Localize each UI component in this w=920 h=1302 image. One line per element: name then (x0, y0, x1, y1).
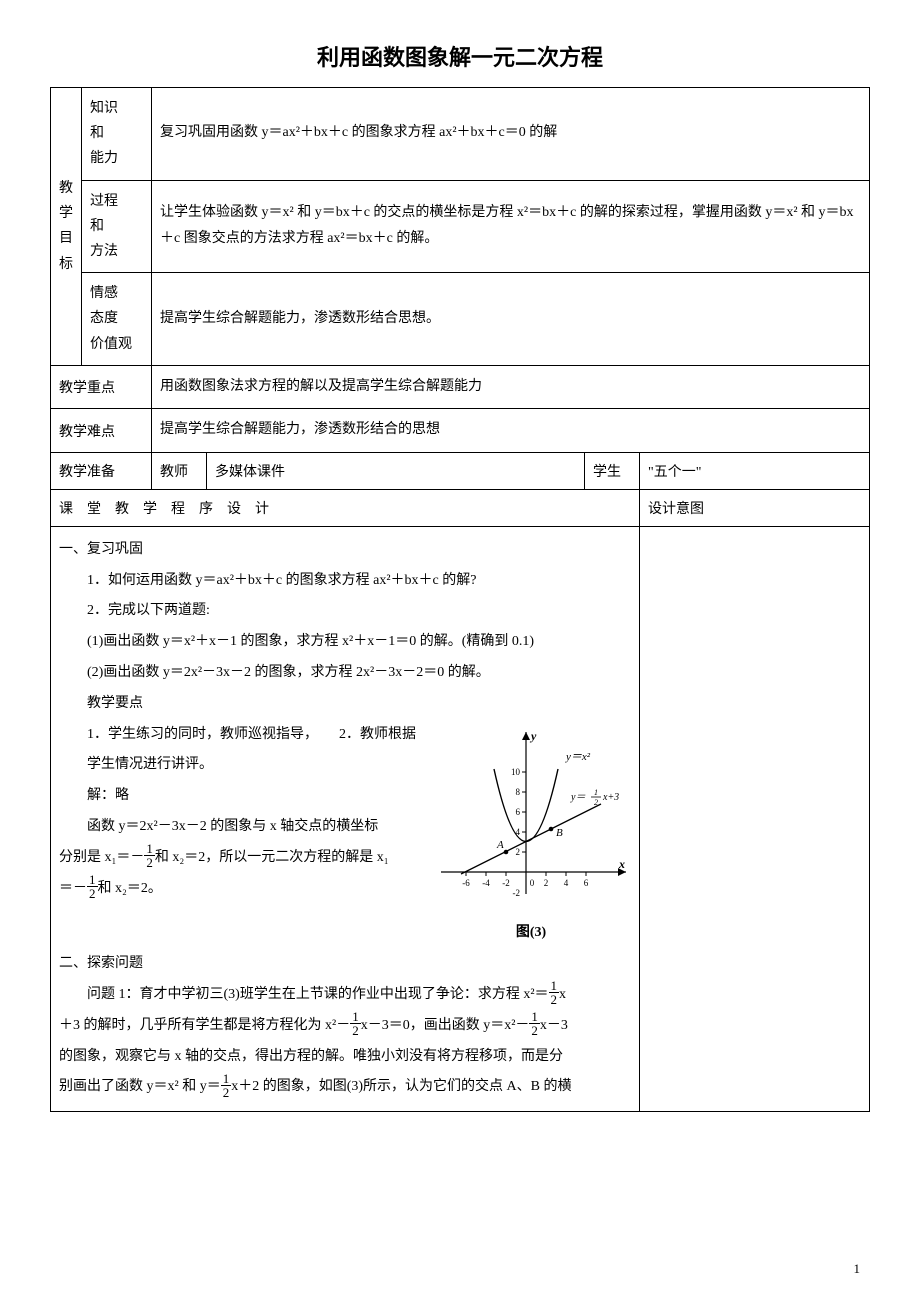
svg-text:-2: -2 (513, 888, 521, 898)
s1-q1: 1．如何运用函数 y＝ax²＋bx＋c 的图象求方程 ax²＋bx＋c 的解? (59, 566, 631, 597)
page-number: 1 (854, 1261, 861, 1277)
goals-process-text: 让学生体验函数 y＝x² 和 y＝bx＋c 的交点的横坐标是方程 x²＝bx＋c… (152, 180, 870, 273)
svg-text:B: B (556, 827, 563, 839)
svg-text:y: y (529, 729, 537, 743)
svg-text:1: 1 (594, 788, 598, 797)
procedure-label: 课 堂 教 学 程 序 设 计 (51, 489, 640, 526)
svg-text:-6: -6 (462, 878, 470, 888)
prep-teacher-label: 教师 (152, 452, 207, 489)
page-title: 利用函数图象解一元二次方程 (50, 40, 870, 72)
svg-text:2: 2 (544, 878, 549, 888)
lesson-body: 一、复习巩固 1．如何运用函数 y＝ax²＋bx＋c 的图象求方程 ax²＋bx… (51, 526, 640, 1111)
s2-p1: 问题 1：育才中学初三(3)班学生在上节课的作业中出现了争论：求方程 x²＝12… (59, 980, 631, 1011)
goals-vertical-label: 教学目标 (51, 88, 82, 366)
svg-text:6: 6 (516, 807, 521, 817)
s1-q2b: (2)画出函数 y＝2x²－3x－2 的图象，求方程 2x²－3x－2＝0 的解… (59, 658, 631, 689)
s1-tips-title: 教学要点 (59, 689, 631, 720)
keypoint-label: 教学重点 (51, 365, 152, 409)
section-2-title: 二、探索问题 (59, 949, 631, 980)
prep-student-text: "五个一" (640, 452, 870, 489)
svg-text:-2: -2 (502, 878, 510, 888)
graph-caption: 图(3) (431, 918, 631, 949)
goals-emotion-text: 提高学生综合解题能力，渗透数形结合思想。 (152, 273, 870, 366)
svg-text:0: 0 (530, 878, 535, 888)
prep-teacher-text: 多媒体课件 (207, 452, 585, 489)
svg-text:x: x (618, 857, 625, 871)
svg-text:10: 10 (511, 767, 521, 777)
difficulty-text: 提高学生综合解题能力，渗透数形结合的思想 (152, 409, 870, 453)
graph-figure: -6 -4 -2 0 2 4 6 -2 2 4 6 8 (431, 724, 631, 950)
svg-text:y＝: y＝ (570, 792, 585, 803)
section-1-title: 一、复习巩固 (59, 535, 631, 566)
s2-p2: ＋3 的解时，几乎所有学生都是将方程化为 x²－12x－3＝0，画出函数 y＝x… (59, 1011, 631, 1042)
svg-text:2: 2 (594, 798, 598, 807)
svg-text:4: 4 (564, 878, 569, 888)
svg-text:2: 2 (516, 847, 521, 857)
svg-text:8: 8 (516, 787, 521, 797)
keypoint-text: 用函数图象法求方程的解以及提高学生综合解题能力 (152, 365, 870, 409)
curve2-label: y＝ 1 2 x+3 (570, 788, 619, 807)
prep-student-label: 学生 (585, 452, 640, 489)
svg-text:6: 6 (584, 878, 589, 888)
goals-process-label: 过程 和 方法 (82, 180, 152, 273)
svg-text:A: A (496, 839, 504, 851)
s1-q2a: (1)画出函数 y＝x²＋x－1 的图象，求方程 x²＋x－1＝0 的解。(精确… (59, 627, 631, 658)
svg-text:-4: -4 (482, 878, 490, 888)
prep-label: 教学准备 (51, 452, 152, 489)
lesson-plan-table: 教学目标 知识 和 能力 复习巩固用函数 y＝ax²＋bx＋c 的图象求方程 a… (50, 87, 870, 1112)
s2-p4: 别画出了函数 y＝x² 和 y＝12x＋2 的图象，如图(3)所示，认为它们的交… (59, 1072, 631, 1103)
svg-text:x+3: x+3 (602, 792, 619, 803)
goals-emotion-label: 情感 态度 价值观 (82, 273, 152, 366)
graph-svg: -6 -4 -2 0 2 4 6 -2 2 4 6 8 (431, 724, 631, 904)
s2-p3: 的图象，观察它与 x 轴的交点，得出方程的解。唯独小刘没有将方程移项，而是分 (59, 1042, 631, 1073)
goals-knowledge-label: 知识 和 能力 (82, 88, 152, 181)
goals-knowledge-text: 复习巩固用函数 y＝ax²＋bx＋c 的图象求方程 ax²＋bx＋c＝0 的解 (152, 88, 870, 181)
design-intent-body (640, 526, 870, 1111)
difficulty-label: 教学难点 (51, 409, 152, 453)
s1-q2: 2．完成以下两道题: (59, 596, 631, 627)
design-intent-label: 设计意图 (640, 489, 870, 526)
curve1-label: y＝x² (565, 751, 591, 763)
